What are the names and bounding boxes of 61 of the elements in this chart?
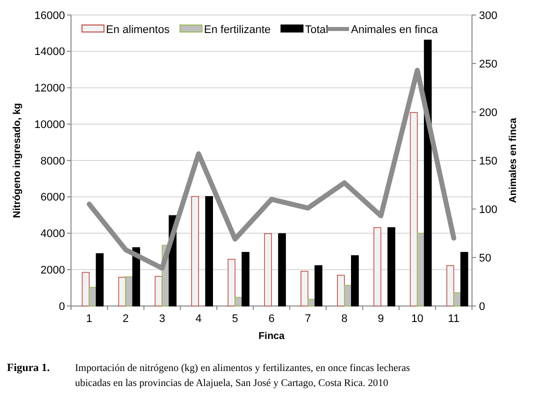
- text: Figura 1. Importación de nitrógeno (kg) en alimentos y fertilizantes, en once fincas lecheras ubicadas en las provincias de Alajuela, San José y Cartago, Costa Rica. 2010: [7, 362, 410, 389]
- bar: [460, 252, 468, 306]
- y-tick-label: 14000: [34, 46, 65, 58]
- bar: [278, 233, 286, 306]
- bar: [234, 296, 242, 306]
- bar: [96, 253, 104, 306]
- bar: [82, 272, 90, 306]
- x-axis-title: Finca: [258, 331, 285, 342]
- y-tick-label: 10000: [34, 118, 65, 131]
- bar: [351, 255, 359, 306]
- y2-tick-label: 300: [479, 10, 498, 22]
- legend-label: En fertilizante: [204, 24, 271, 36]
- bar: [344, 284, 352, 306]
- y-tick-label: 12000: [34, 82, 65, 95]
- y2-tick-label: 50: [479, 252, 492, 264]
- x-tick-label: 3: [159, 313, 166, 325]
- bar: [154, 276, 163, 306]
- x-tick-label: 1: [86, 313, 92, 325]
- bar: [453, 292, 462, 306]
- y-tick-label: 16000: [34, 10, 65, 22]
- y2-tick-label: 250: [479, 58, 498, 70]
- y-axis-title: Nitrógeno ingresado, kg: [12, 102, 23, 218]
- bar: [308, 298, 316, 306]
- bar: [387, 227, 396, 306]
- bar: [228, 258, 236, 306]
- bar: [373, 227, 382, 306]
- x-tick-label: 5: [232, 313, 238, 325]
- legend-label: Animales en finca: [351, 24, 439, 36]
- y2-tick-label: 100: [479, 204, 498, 216]
- bar: [88, 286, 97, 306]
- bar: [118, 276, 126, 306]
- x-tick-label: 10: [411, 313, 424, 325]
- x-tick-label: 11: [448, 313, 460, 325]
- y2-tick-label: 150: [479, 155, 498, 168]
- y2-tick-label: 0: [479, 300, 486, 313]
- x-tick-label: 9: [378, 313, 384, 325]
- bar: [191, 196, 199, 306]
- y-tick-label: 6000: [40, 192, 65, 204]
- legend-label: En alimentos: [106, 24, 170, 36]
- x-tick-label: 8: [341, 313, 348, 325]
- y-tick-label: 4000: [40, 228, 65, 240]
- bar: [314, 265, 322, 306]
- y-tick-label: 0: [58, 300, 65, 313]
- bar: [125, 276, 134, 306]
- bar: [410, 112, 418, 306]
- bar: [300, 270, 308, 306]
- x-tick-label: 6: [268, 313, 275, 325]
- legend-label: Total: [305, 24, 328, 36]
- bar: [337, 274, 345, 306]
- bar: [416, 232, 425, 306]
- x-tick-label: 7: [304, 313, 312, 325]
- y-tick-label: 2000: [40, 264, 65, 276]
- bar: [264, 233, 272, 306]
- x-tick-label: 4: [196, 313, 202, 325]
- y2-tick-label: 200: [479, 106, 498, 119]
- y2-axis-title: Animales en finca: [508, 118, 519, 204]
- y-tick-label: 8000: [40, 155, 65, 168]
- x-tick-label: 2: [122, 313, 129, 325]
- bar: [446, 265, 454, 306]
- bar: [242, 252, 250, 306]
- bar: [205, 196, 213, 306]
